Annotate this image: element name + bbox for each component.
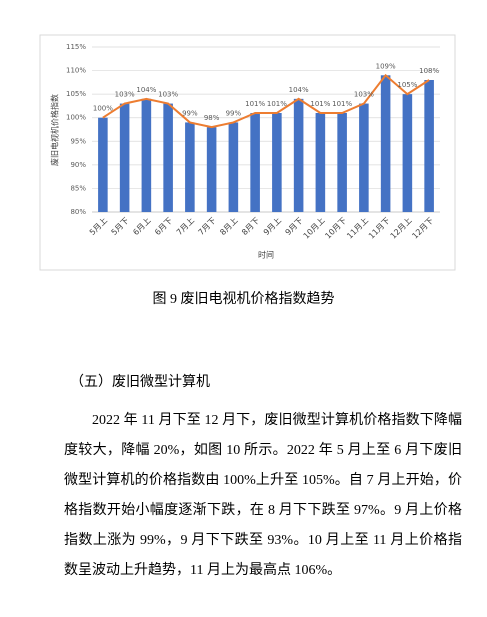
data-label: 101%	[332, 100, 352, 108]
data-label: 109%	[376, 62, 396, 70]
data-label: 104%	[136, 86, 156, 94]
y-tick-label: 100%	[66, 114, 86, 122]
bar	[337, 113, 347, 212]
y-tick-label: 90%	[70, 161, 86, 169]
bar	[272, 113, 282, 212]
bar	[228, 122, 239, 212]
y-tick-label: 85%	[70, 184, 86, 192]
bar	[293, 98, 304, 212]
y-tick-label: 110%	[66, 67, 86, 75]
bar	[141, 98, 152, 212]
data-label: 101%	[310, 100, 330, 108]
section-heading: （五）废旧微型计算机	[70, 375, 210, 390]
bar	[424, 80, 434, 212]
y-tick-label: 95%	[70, 137, 86, 145]
data-label: 104%	[289, 86, 309, 94]
bar	[315, 113, 326, 212]
data-label: 99%	[226, 109, 242, 117]
y-tick-label: 115%	[66, 43, 86, 51]
bar	[98, 117, 108, 212]
data-label: 99%	[182, 109, 198, 117]
bar	[206, 127, 217, 212]
y-axis-title: 废旧电视机价格指数	[50, 94, 60, 166]
bar	[250, 113, 260, 212]
x-axis-title: 时间	[258, 250, 274, 260]
data-label: 103%	[115, 91, 135, 99]
figure-caption: 图 9 废旧电视机价格指数趋势	[152, 292, 335, 307]
bar	[163, 103, 173, 212]
bar	[185, 122, 195, 212]
data-label: 101%	[267, 100, 287, 108]
data-label: 98%	[204, 114, 220, 122]
data-label: 101%	[245, 100, 265, 108]
data-label: 103%	[354, 91, 374, 99]
data-label: 103%	[158, 91, 178, 99]
y-tick-label: 105%	[66, 90, 86, 98]
y-tick-label: 80%	[70, 208, 86, 216]
chart: 废旧电视机价格指数 时间 80% 85% 90% 95% 100% 105% 110% 115…	[39, 34, 456, 271]
paragraph: 2022 年 11 月下至 12 月下，废旧微型计算机价格指数下降幅度较大，降幅…	[64, 413, 462, 578]
data-label: 105%	[397, 81, 417, 89]
data-label: 100%	[93, 105, 113, 113]
bar	[119, 103, 130, 212]
bar	[402, 94, 413, 212]
data-label: 108%	[419, 67, 439, 75]
trend-line	[102, 73, 430, 129]
bar	[380, 75, 391, 213]
bar	[359, 103, 369, 212]
